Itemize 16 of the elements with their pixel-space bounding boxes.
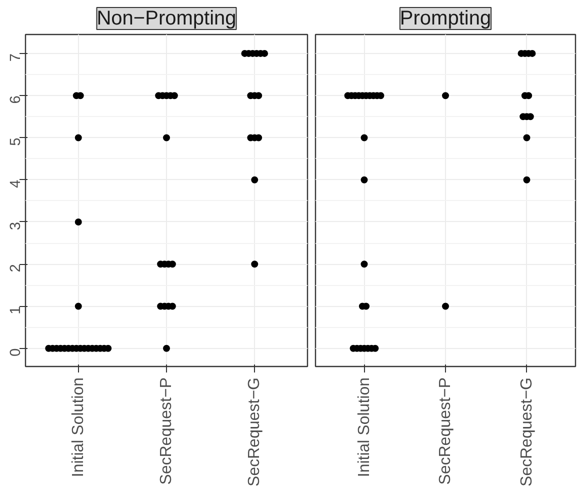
y-tick-label: 3 [8,222,24,230]
y-tick-label: 1 [8,306,24,314]
y-tick-label: 6 [8,96,24,104]
y-tick-label: 4 [8,180,24,188]
x-tick-label: SecRequest−G [246,378,264,486]
x-tick-label: SecRequest−P [158,377,175,485]
chart-title: Non−Prompting [96,8,236,30]
x-tick-label: Initial Solution [70,377,87,478]
y-tick-label: 0 [8,348,24,357]
chart-title: Prompting [400,8,492,30]
x-tick-label: Initial Solution [356,377,373,478]
x-tick-label: SecRequest−G [518,378,536,486]
y-tick-label: 5 [8,138,24,146]
y-tick-label: 2 [8,264,24,272]
y-tick-label: 7 [8,53,24,62]
x-tick-label: SecRequest−P [437,377,454,485]
